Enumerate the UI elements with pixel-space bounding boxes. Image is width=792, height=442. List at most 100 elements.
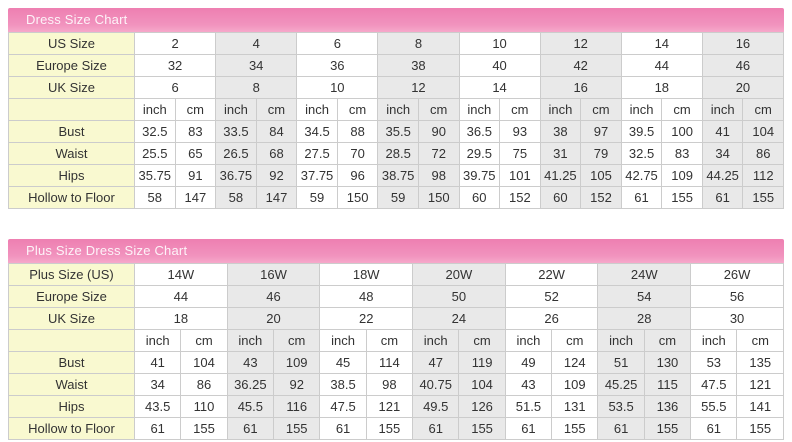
inch-value-cell: 35.5: [377, 120, 419, 143]
measurement-row: Hollow to Floor 61 155 61 155 61 155 61 155 61 155…: [8, 417, 784, 440]
inch-value-cell: 49: [504, 351, 553, 374]
dress-size-chart-body: US Size 2 4 6 8 10 12 14 16 Europe Size 32 34 36 38 40…: [8, 32, 785, 209]
measurement-row: Hips 35.75 91 36.75 92 37.75 96 38.75 98 39.75 101…: [8, 164, 784, 187]
size-value-cell: 48: [319, 285, 414, 308]
row-label-cell: Hollow to Floor: [8, 417, 135, 440]
unit-cell: cm: [551, 329, 599, 352]
row-label-cell: Hips: [8, 395, 135, 418]
unit-cell: cm: [336, 98, 379, 121]
cm-value-cell: 75: [499, 142, 541, 165]
size-value-cell: 30: [690, 307, 784, 330]
size-value-cell: 46: [226, 285, 321, 308]
cm-value-cell: 155: [736, 417, 784, 440]
inch-value-cell: 33.5: [215, 120, 257, 143]
cm-value-cell: 126: [458, 395, 506, 418]
inch-value-cell: 61: [690, 417, 738, 440]
inch-value-cell: 42.75: [620, 164, 663, 187]
inch-value-cell: 51.5: [504, 395, 553, 418]
unit-cell: cm: [643, 329, 692, 352]
size-value-cell: 18: [134, 307, 228, 330]
inch-value-cell: 27.5: [296, 142, 338, 165]
size-value-cell: 16W: [226, 263, 321, 286]
plus-size-chart-body: Plus Size (US) 14W 16W 18W 20W 22W 24W 26W Europ…: [8, 263, 784, 440]
row-label-cell: Waist: [8, 373, 135, 396]
unit-cell: cm: [174, 98, 217, 121]
unit-cell: inch: [134, 98, 176, 121]
unit-cell: inch: [215, 98, 257, 121]
size-value-cell: 18W: [319, 263, 414, 286]
cm-value-cell: 155: [742, 186, 784, 209]
cm-value-cell: 96: [336, 164, 379, 187]
cm-value-cell: 116: [273, 395, 321, 418]
cm-value-cell: 131: [551, 395, 599, 418]
cm-value-cell: 155: [551, 417, 599, 440]
inch-value-cell: 36.5: [458, 120, 501, 143]
inch-value-cell: 45.25: [597, 373, 645, 396]
inch-value-cell: 61: [133, 417, 182, 440]
cm-value-cell: 155: [661, 186, 703, 209]
cm-value-cell: 155: [365, 417, 414, 440]
size-value-cell: 12: [377, 76, 460, 99]
inch-value-cell: 38.75: [377, 164, 419, 187]
cm-value-cell: 155: [180, 417, 228, 440]
cm-value-cell: 86: [180, 373, 228, 396]
cm-value-cell: 84: [255, 120, 298, 143]
cm-value-cell: 155: [273, 417, 321, 440]
size-value-cell: 56: [690, 285, 784, 308]
row-label-cell: Hips: [8, 164, 135, 187]
cm-value-cell: 136: [643, 395, 692, 418]
inch-value-cell: 45: [319, 351, 367, 374]
size-value-cell: 20: [226, 307, 321, 330]
inch-value-cell: 61: [226, 417, 275, 440]
row-label-cell: UK Size: [8, 76, 135, 99]
size-row: Europe Size 44 46 48 50 52 54 56: [8, 285, 784, 308]
row-label-cell: Waist: [8, 142, 135, 165]
cm-value-cell: 65: [174, 142, 217, 165]
inch-value-cell: 47: [412, 351, 460, 374]
unit-cell: inch: [412, 329, 460, 352]
inch-value-cell: 47.5: [319, 395, 367, 418]
cm-value-cell: 86: [742, 142, 784, 165]
row-label-cell: UK Size: [8, 307, 135, 330]
inch-value-cell: 35.75: [134, 164, 176, 187]
cm-value-cell: 105: [580, 164, 622, 187]
size-value-cell: 26W: [690, 263, 784, 286]
inch-value-cell: 59: [377, 186, 419, 209]
inch-value-cell: 49.5: [412, 395, 460, 418]
inch-value-cell: 58: [215, 186, 257, 209]
inch-value-cell: 38: [539, 120, 582, 143]
unit-cell: cm: [417, 98, 460, 121]
cm-value-cell: 109: [551, 373, 599, 396]
unit-cell: cm: [742, 98, 784, 121]
cm-value-cell: 147: [174, 186, 217, 209]
inch-value-cell: 51: [597, 351, 645, 374]
unit-cell: inch: [458, 98, 501, 121]
cm-value-cell: 98: [365, 373, 414, 396]
size-value-cell: 18: [620, 76, 703, 99]
inch-value-cell: 43: [226, 351, 275, 374]
inch-value-cell: 26.5: [215, 142, 257, 165]
cm-value-cell: 121: [736, 373, 784, 396]
inch-value-cell: 34: [133, 373, 182, 396]
inch-value-cell: 43: [504, 373, 553, 396]
measurement-row: Waist 34 86 36.25 92 38.5 98 40.75 104 43 109 45.25…: [8, 373, 784, 396]
unit-cell: inch: [377, 98, 419, 121]
inch-value-cell: 61: [504, 417, 553, 440]
cm-value-cell: 135: [736, 351, 784, 374]
unit-cell: cm: [661, 98, 703, 121]
cm-value-cell: 92: [255, 164, 298, 187]
inch-value-cell: 60: [458, 186, 501, 209]
cm-value-cell: 104: [742, 120, 784, 143]
unit-header-row: inch cm inch cm inch cm inch cm inch cm inch cm inch…: [8, 329, 784, 352]
size-value-cell: 14: [620, 32, 703, 55]
unit-cell: inch: [319, 329, 367, 352]
cm-value-cell: 90: [417, 120, 460, 143]
inch-value-cell: 34: [701, 142, 744, 165]
row-label-cell: Plus Size (US): [8, 263, 135, 286]
cm-value-cell: 152: [580, 186, 622, 209]
row-label-cell: Hollow to Floor: [8, 186, 135, 209]
dress-size-chart-table: US Size 2 4 6 8 10 12 14 16 Europe Size 32 34 36 38 40…: [8, 32, 785, 209]
unit-cell: cm: [499, 98, 541, 121]
inch-value-cell: 28.5: [377, 142, 419, 165]
row-label-cell: Bust: [8, 120, 135, 143]
